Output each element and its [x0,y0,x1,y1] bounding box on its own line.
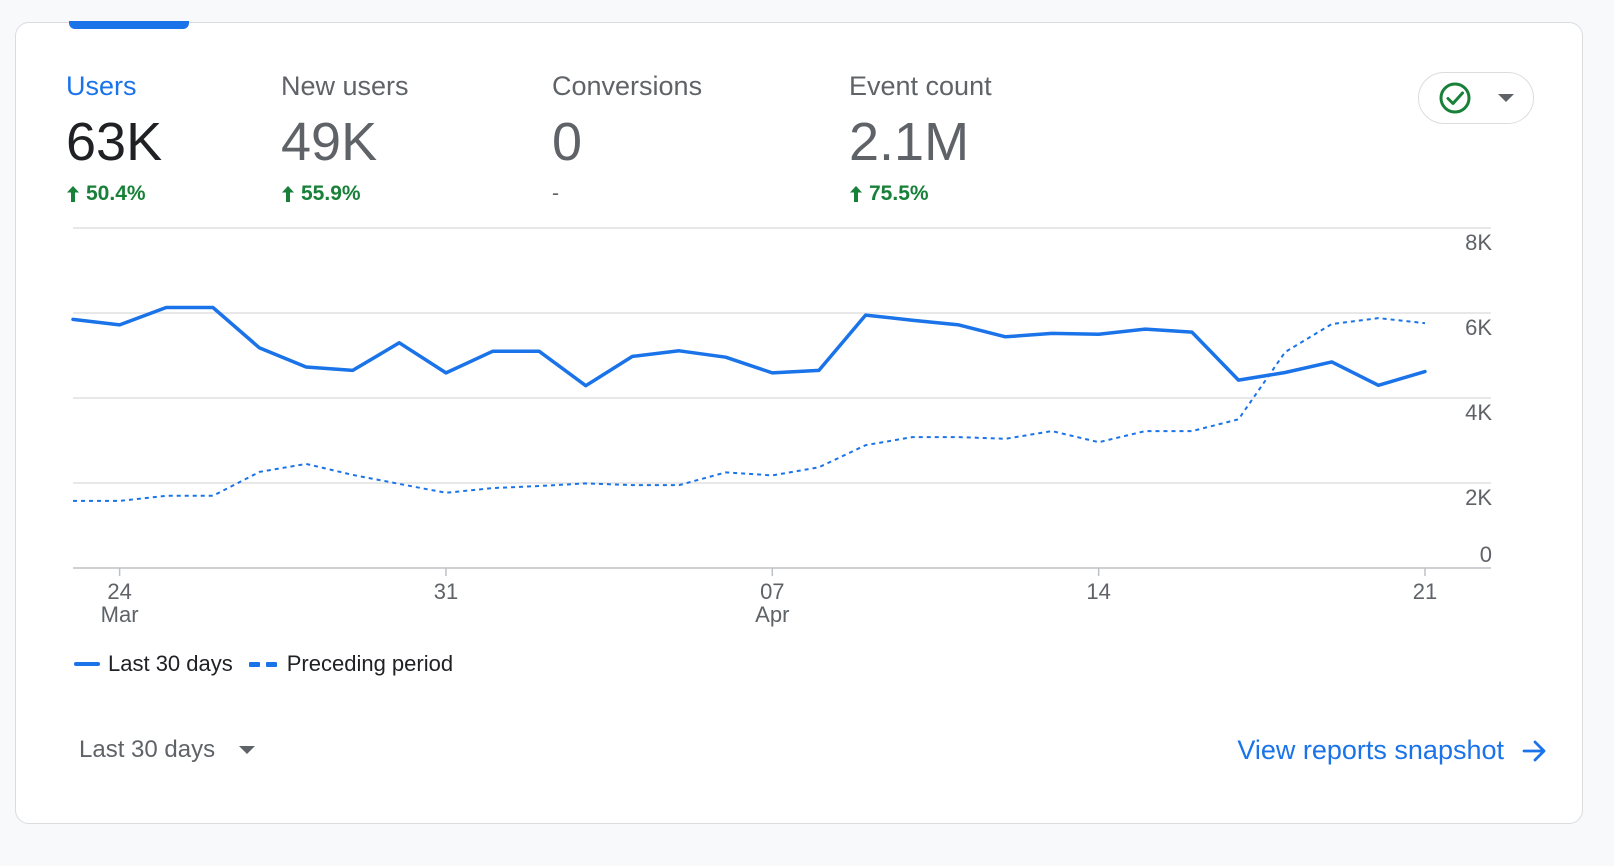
metric-label: Users [66,71,137,101]
insights-status-dropdown[interactable] [1418,72,1534,124]
metric-change: 55.9% [281,182,409,206]
x-tick-month-label: Mar [101,602,139,627]
arrow-right-icon [1522,740,1546,761]
check-circle-icon [1439,82,1471,114]
x-tick-label: 21 [1413,579,1437,604]
metric-change: 50.4% [66,182,162,206]
y-tick-label: 6K [1465,315,1492,340]
chart-legend: Last 30 days Preceding period [74,651,469,677]
metric-change-value: 55.9% [301,182,361,205]
caret-down-icon [1498,94,1514,102]
dashed-line-swatch [248,661,277,667]
metric-value: 0 [552,112,583,172]
solid-line-swatch [74,662,100,666]
x-tick-month-label: Apr [755,602,789,627]
date-range-label: Last 30 days [79,736,216,763]
metric-tab-conversions[interactable]: Conversions 0 - [552,71,702,206]
metric-label: Conversions [552,71,703,101]
x-tick-label: 14 [1086,579,1110,604]
metric-tab-event-count[interactable]: Event count 2.1M 75.5% [849,71,992,206]
metric-label: New users [281,71,409,101]
x-tick-label: 31 [434,579,458,604]
y-tick-label: 0 [1480,542,1492,567]
date-range-dropdown[interactable]: Last 30 days [79,736,256,764]
legend-item-previous: Preceding period [248,651,454,677]
up-arrow-icon [67,186,79,202]
metric-change: - [552,182,702,206]
y-tick-label: 8K [1465,230,1492,255]
active-tab-indicator [69,21,189,29]
y-tick-label: 4K [1465,400,1492,425]
metric-tab-users[interactable]: Users 63K 50.4% [66,71,162,206]
x-tick-label: 24 [107,579,131,604]
up-arrow-icon [850,186,862,202]
metric-value: 2.1M [849,112,970,172]
reports-overview-card: Users 63K 50.4% New users 49K 55.9% Conv… [15,21,1583,824]
metric-change-value: - [552,182,559,205]
up-arrow-icon [282,186,294,202]
metric-change-value: 75.5% [869,182,929,205]
legend-label: Preceding period [286,651,454,676]
metric-value: 63K [66,112,163,172]
metric-label: Event count [849,71,992,101]
metric-value: 49K [281,112,378,172]
caret-down-icon [239,746,256,754]
view-link-label: View reports snapshot [1237,735,1504,765]
metric-change: 75.5% [849,182,992,206]
metric-change-value: 50.4% [86,182,146,205]
metric-tab-new-users[interactable]: New users 49K 55.9% [281,71,409,206]
view-reports-snapshot-link[interactable]: View reports snapshot [1237,735,1548,766]
legend-item-current: Last 30 days [74,651,233,677]
x-tick-label: 07 [760,579,784,604]
series-line-preceding-period [73,317,1426,502]
series-line-last-30-days [71,305,1427,388]
y-tick-label: 2K [1465,485,1492,510]
legend-label: Last 30 days [108,651,233,676]
